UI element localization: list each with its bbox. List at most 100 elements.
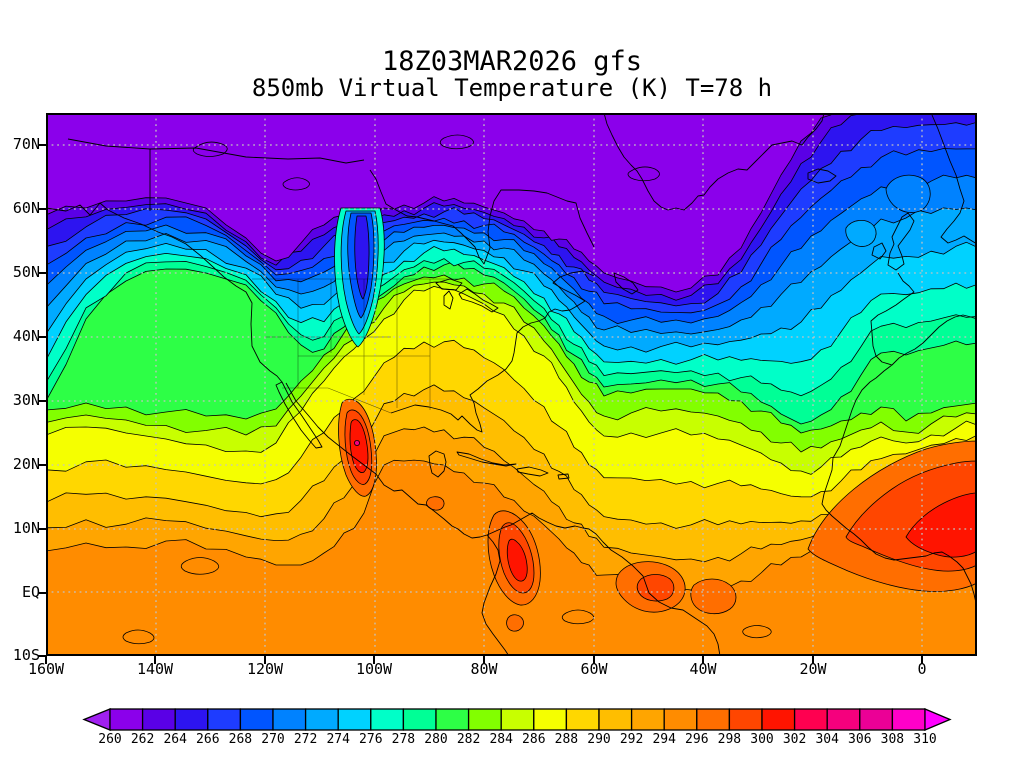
coastline-americas	[46, 138, 721, 656]
lat-tick	[38, 592, 46, 594]
hotspot-mexico-300	[349, 419, 369, 473]
hotspot-peru	[506, 614, 524, 632]
colorbar-segment-278	[402, 708, 437, 731]
colorbar-tick-label-282: 282	[456, 732, 481, 747]
colorbar-segment-288	[565, 708, 600, 731]
colorbar-tick-label-268: 268	[228, 732, 253, 747]
colorbar-segment-304	[826, 708, 861, 731]
colorbar-tick-label-304: 304	[815, 732, 839, 747]
wedge-264	[354, 215, 370, 300]
lon-tick	[702, 656, 704, 664]
colorbar-tick-label-298: 298	[717, 732, 742, 747]
colorbar-segment-260	[109, 708, 144, 731]
lon-tick	[45, 656, 47, 664]
pocket-norwegian-sea	[885, 174, 931, 213]
lat-label-40N: 40N	[12, 327, 40, 345]
lat-label-10S: 10S	[12, 646, 40, 664]
lat-label-EQ: EQ	[21, 583, 40, 601]
colorbar-tick-label-306: 306	[848, 732, 872, 747]
lat-tick	[38, 464, 46, 466]
lon-label-60W: 60W	[580, 660, 608, 678]
colorbar-segment-270	[272, 708, 307, 731]
colorbar-tick-label-284: 284	[489, 732, 513, 747]
lat-label-70N: 70N	[12, 135, 40, 153]
closed-contour	[180, 557, 220, 575]
coastline-greenland-europe-africa	[603, 113, 977, 612]
lon-label-100W: 100W	[355, 660, 393, 678]
colorbar-tick-label-292: 292	[619, 732, 644, 747]
colorbar-tick-label-262: 262	[130, 732, 155, 747]
colorbar-segment-284	[500, 708, 535, 731]
colorbar-segment-264	[174, 708, 209, 731]
map-frame	[46, 113, 977, 656]
colorbar-tick-label-308: 308	[880, 732, 905, 747]
colorbar-tick-label-300: 300	[750, 732, 774, 747]
closed-contour	[627, 166, 660, 182]
colorbar-segment-292	[630, 708, 665, 731]
colorbar-segment-286	[533, 708, 568, 731]
plot-title-variable: 850mb Virtual Temperature (K) T=78 h	[251, 74, 773, 103]
colorbar-tick-label-274: 274	[326, 732, 350, 747]
colorbar-tick-label-280: 280	[424, 732, 448, 747]
temperature-field-svg	[46, 113, 977, 656]
colorbar-tick-label-288: 288	[554, 732, 579, 747]
lon-tick	[154, 656, 156, 664]
lat-label-30N: 30N	[12, 391, 40, 409]
pocket-uk-west	[845, 220, 877, 247]
lon-label-0: 0	[917, 660, 927, 678]
hotspot-guatemala	[426, 496, 445, 511]
colorbar-segment-276	[370, 708, 405, 731]
colorbar-segment-298	[728, 708, 763, 731]
colorbar-segment-262	[141, 708, 176, 731]
lon-tick	[593, 656, 595, 664]
hotspot-africa-300	[905, 492, 977, 558]
closed-contour	[192, 141, 228, 157]
colorbar-tick-label-302: 302	[782, 732, 807, 747]
colorbar-segment-300	[761, 708, 796, 731]
colorbar-segment-266	[207, 708, 242, 731]
lat-tick	[38, 336, 46, 338]
colorbar-segment-280	[435, 708, 470, 731]
closed-contour	[282, 177, 310, 191]
state-borders	[252, 278, 458, 414]
lat-tick	[38, 655, 46, 657]
lon-tick	[264, 656, 266, 664]
lon-tick	[812, 656, 814, 664]
colorbar-tick-label-296: 296	[685, 732, 709, 747]
lat-tick	[38, 272, 46, 274]
colorbar-tick-label-294: 294	[652, 732, 676, 747]
lat-label-60N: 60N	[12, 199, 40, 217]
closed-contour	[439, 134, 474, 150]
colorbar-svg	[82, 708, 952, 731]
colorbar-tick-label-260: 260	[98, 732, 122, 747]
colorbar-segment-296	[696, 708, 731, 731]
colorbar-segment-274	[337, 708, 372, 731]
colorbar-segment-282	[467, 708, 502, 731]
hotspot-mexico-core-304	[353, 439, 360, 446]
colorbar-arrow-right	[924, 708, 952, 731]
lat-tick	[38, 400, 46, 402]
plot-titles: 18Z03MAR2026 gfs 850mb Virtual Temperatu…	[0, 46, 1024, 103]
closed-contour	[561, 609, 595, 625]
closed-contour	[742, 625, 772, 639]
lat-tick	[38, 528, 46, 530]
hotspot-amazon-core	[636, 574, 675, 602]
lon-label-160W: 160W	[27, 660, 65, 678]
colorbar-segment-290	[598, 708, 633, 731]
lon-label-40W: 40W	[689, 660, 717, 678]
colorbar-segment-302	[793, 708, 828, 731]
colorbar-tick-label-278: 278	[391, 732, 416, 747]
lon-label-120W: 120W	[246, 660, 284, 678]
lat-tick	[38, 144, 46, 146]
hotspot-colombia-300	[506, 538, 528, 582]
lon-tick	[483, 656, 485, 664]
lat-label-10N: 10N	[12, 519, 40, 537]
colorbar-tick-label-286: 286	[522, 732, 546, 747]
map-plot	[46, 113, 977, 656]
plot-title-init: 18Z03MAR2026 gfs	[381, 46, 643, 77]
colorbar-segment-268	[239, 708, 274, 731]
colorbar-segment-294	[663, 708, 698, 731]
lon-label-140W: 140W	[136, 660, 174, 678]
colorbar-tick-label-276: 276	[359, 732, 383, 747]
